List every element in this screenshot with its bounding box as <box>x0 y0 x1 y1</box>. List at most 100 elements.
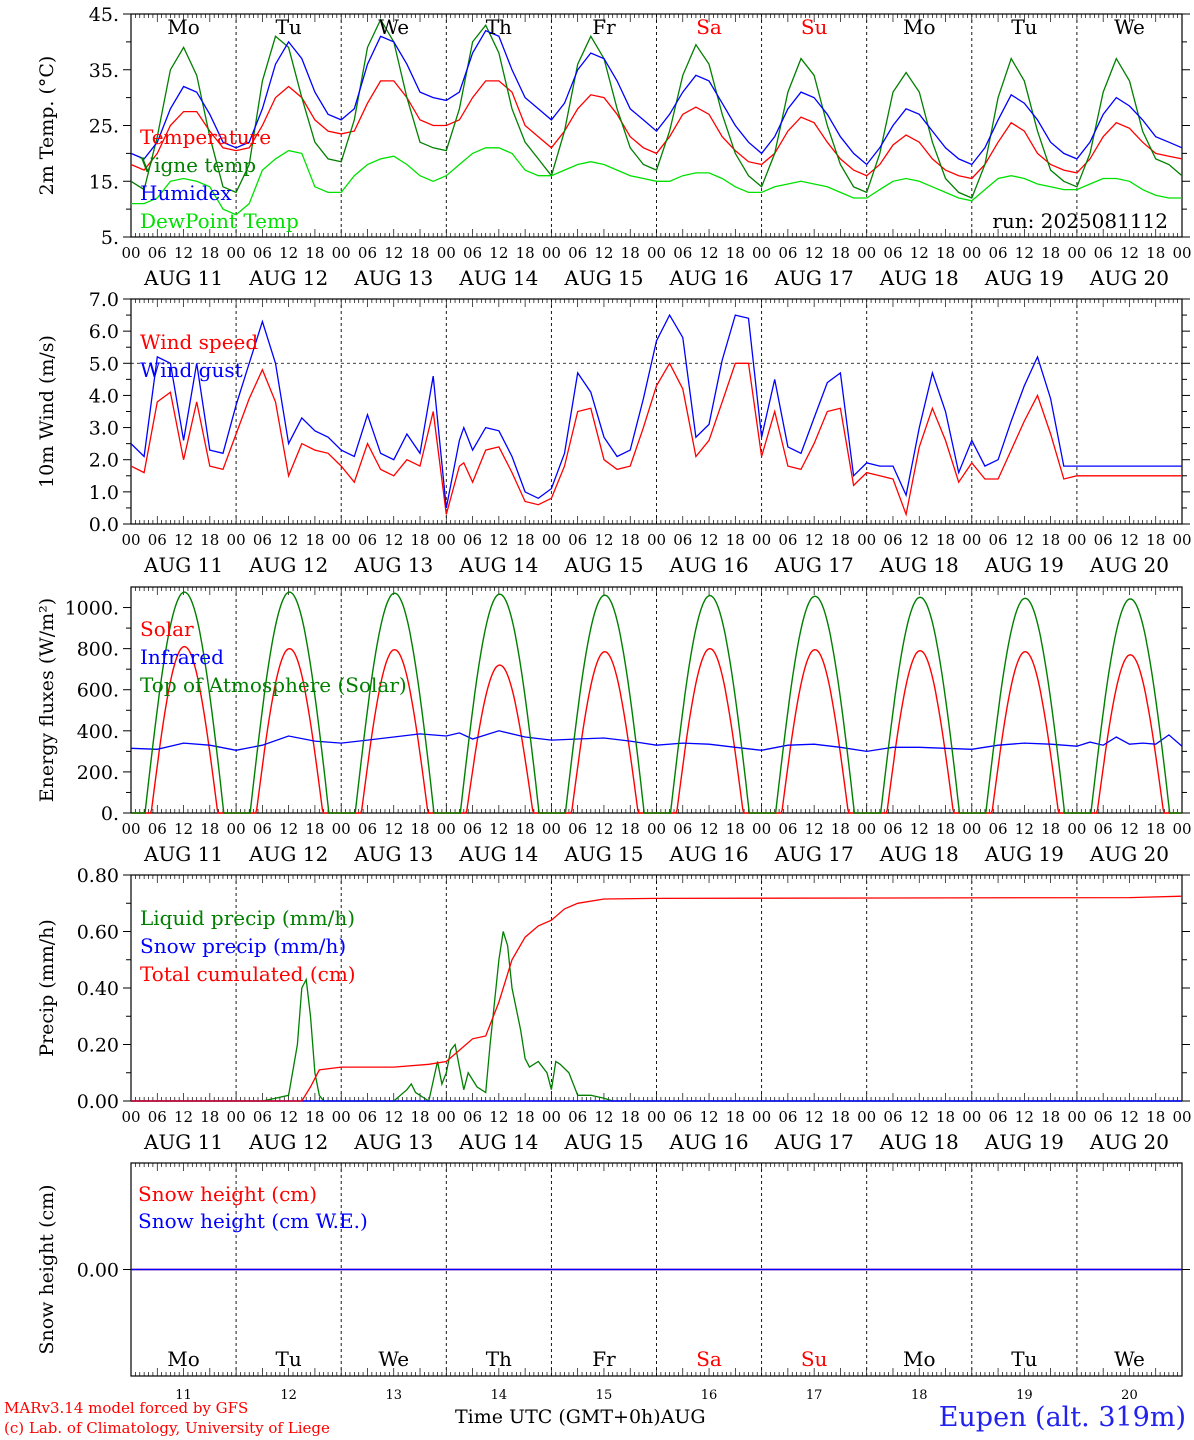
series-liquid-precip-mm-h- <box>131 931 1182 1103</box>
y-axis-title: 2m Temp. (°C) <box>36 56 58 196</box>
x-hour-label: 12 <box>910 244 929 262</box>
x-date-label: AUG 14 <box>458 842 538 866</box>
weekday-label: We <box>378 15 409 39</box>
x-date-label: AUG 11 <box>143 266 223 290</box>
day-number-label: 14 <box>491 1388 508 1403</box>
x-hour-label: 12 <box>805 820 824 838</box>
x-hour-label: 00 <box>1067 1108 1086 1126</box>
x-hour-label: 06 <box>253 244 272 262</box>
x-hour-label: 18 <box>305 531 324 549</box>
weekday-label: Su <box>801 15 828 39</box>
x-hour-label: 00 <box>227 1108 246 1126</box>
x-date-label: AUG 12 <box>248 266 328 290</box>
legend-entry: Wind gust <box>140 358 243 382</box>
weekday-label: Mo <box>903 15 936 39</box>
x-hour-label: 06 <box>989 531 1008 549</box>
y-tick-label: 600. <box>77 680 119 702</box>
x-hour-label: 06 <box>253 820 272 838</box>
x-hour-label: 12 <box>805 531 824 549</box>
x-hour-label: 12 <box>174 531 193 549</box>
x-hour-label: 06 <box>148 1108 167 1126</box>
series-vigne-temp <box>130 18 1183 199</box>
x-hour-label: 00 <box>437 1108 456 1126</box>
weekday-label: We <box>1114 15 1145 39</box>
x-date-label: AUG 13 <box>353 553 433 577</box>
x-hour-label: 06 <box>673 244 692 262</box>
x-hour-label: 00 <box>542 1108 561 1126</box>
x-hour-label: 18 <box>516 820 535 838</box>
x-hour-label: 12 <box>489 531 508 549</box>
x-hour-label: 00 <box>857 244 876 262</box>
series-wind-speed <box>130 361 1182 517</box>
x-date-label: AUG 15 <box>563 842 643 866</box>
x-hour-label: 18 <box>200 244 219 262</box>
y-tick-label: 0.00 <box>77 1260 119 1282</box>
x-date-label: AUG 19 <box>984 266 1064 290</box>
series-temperature <box>130 80 1183 180</box>
x-date-label: AUG 15 <box>563 266 643 290</box>
x-hour-label: 18 <box>410 820 429 838</box>
x-hour-label: 06 <box>778 531 797 549</box>
x-hour-label: 00 <box>752 244 771 262</box>
x-hour-label: 18 <box>305 244 324 262</box>
legend-entry: Liquid precip (mm/h) <box>140 906 355 930</box>
x-hour-label: 12 <box>1120 531 1139 549</box>
x-hour-label: 12 <box>279 531 298 549</box>
x-date-label: AUG 18 <box>879 266 959 290</box>
x-hour-label: 00 <box>332 820 351 838</box>
y-axis-title: Precip (mm/h) <box>36 919 58 1057</box>
x-date-label: AUG 18 <box>879 1130 959 1154</box>
x-hour-label: 06 <box>568 820 587 838</box>
x-hour-label: 18 <box>516 531 535 549</box>
x-date-label: AUG 15 <box>563 553 643 577</box>
x-date-label: AUG 16 <box>669 842 749 866</box>
x-hour-label: 12 <box>700 1108 719 1126</box>
x-hour-label: 12 <box>910 531 929 549</box>
x-hour-label: 00 <box>1067 244 1086 262</box>
x-hour-label: 12 <box>489 244 508 262</box>
x-date-label: AUG 11 <box>143 1130 223 1154</box>
day-number-label: 19 <box>1016 1388 1033 1403</box>
x-hour-label: 18 <box>936 531 955 549</box>
x-hour-label: 00 <box>121 531 140 549</box>
panel-temperature: 5. 15. 25. 35. 45. 2m Temp. (°C) Temperature Vi… <box>36 4 1192 290</box>
y-tick-label: 5. <box>101 227 119 249</box>
x-hour-label: 12 <box>700 244 719 262</box>
x-hour-label: 12 <box>805 1108 824 1126</box>
x-hour-label: 18 <box>936 1108 955 1126</box>
x-hour-label: 00 <box>227 820 246 838</box>
x-hour-label: 18 <box>1041 244 1060 262</box>
x-hour-label: 12 <box>1120 820 1139 838</box>
x-hour-label: 00 <box>437 244 456 262</box>
x-hour-label: 18 <box>516 244 535 262</box>
x-hour-label: 18 <box>831 1108 850 1126</box>
y-tick-label: 0.20 <box>77 1035 119 1057</box>
x-hour-label: 00 <box>542 820 561 838</box>
x-hour-label: 12 <box>279 1108 298 1126</box>
x-hour-label: 12 <box>910 820 929 838</box>
y-tick-label: 5.0 <box>89 353 119 375</box>
x-date-label: AUG 12 <box>248 1130 328 1154</box>
x-hour-label: 18 <box>621 1108 640 1126</box>
y-tick-label: 0. <box>101 803 119 825</box>
x-hour-label: 18 <box>200 1108 219 1126</box>
x-hour-label: 18 <box>1146 531 1165 549</box>
y-tick-label: 800. <box>77 639 119 661</box>
x-hour-label: 00 <box>1067 820 1086 838</box>
x-hour-label: 00 <box>857 531 876 549</box>
x-date-label: AUG 12 <box>248 842 328 866</box>
weekday-label: Mo <box>903 1347 936 1371</box>
x-hour-label: 12 <box>384 531 403 549</box>
x-hour-label: 00 <box>647 820 666 838</box>
x-hour-label: 06 <box>568 244 587 262</box>
x-hour-label: 06 <box>253 1108 272 1126</box>
x-hour-label: 06 <box>989 820 1008 838</box>
x-hour-label: 06 <box>358 531 377 549</box>
run-label: run: 2025081112 <box>992 209 1168 233</box>
x-hour-label: 00 <box>1172 1108 1191 1126</box>
x-hour-label: 18 <box>936 244 955 262</box>
x-hour-label: 06 <box>778 244 797 262</box>
x-hour-label: 06 <box>883 820 902 838</box>
x-hour-label: 00 <box>857 1108 876 1126</box>
